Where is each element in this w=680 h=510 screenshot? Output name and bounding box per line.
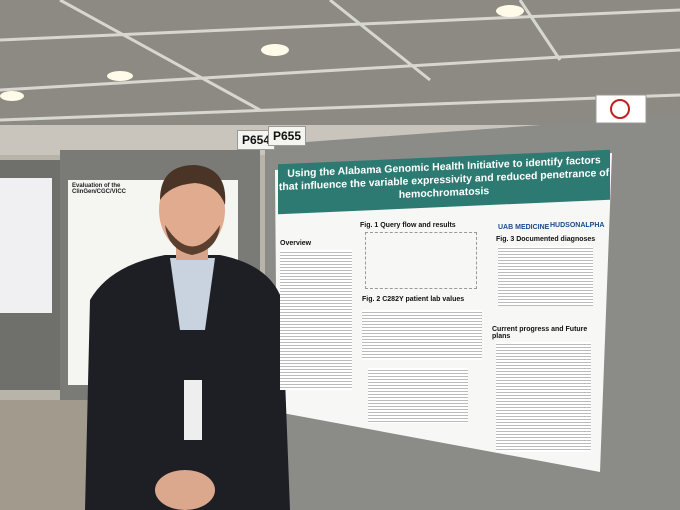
logo: HUDSONALPHA xyxy=(550,222,605,229)
far-left-poster xyxy=(0,178,52,313)
face xyxy=(159,168,225,252)
logo: UAB MEDICINE xyxy=(498,224,550,231)
plans-text xyxy=(496,342,591,452)
overview-text xyxy=(280,250,352,390)
section-heading: Current progress and Future plans xyxy=(492,326,588,340)
shirt xyxy=(170,258,215,330)
ceiling xyxy=(0,0,680,130)
no-photo-icon xyxy=(610,99,630,119)
flowchart xyxy=(365,232,477,289)
ceiling-trusses xyxy=(0,0,680,122)
section-heading: Fig. 1 Query flow and results xyxy=(360,222,456,229)
hands xyxy=(155,470,215,510)
badge xyxy=(184,380,202,440)
left-poster-title: Evaluation of the ClinGen/CGC/VICC xyxy=(72,183,127,195)
section-heading: Fig. 3 Documented diagnoses xyxy=(496,236,596,243)
chart xyxy=(498,246,593,306)
beard xyxy=(165,225,220,255)
sign-p655: P655 xyxy=(268,126,307,146)
hair xyxy=(160,165,226,205)
sign-p654: P654 xyxy=(237,130,276,150)
section-heading: Fig. 2 C282Y patient lab values xyxy=(362,296,465,303)
table xyxy=(368,368,468,423)
section-heading: Overview xyxy=(280,240,312,247)
lights xyxy=(0,5,524,101)
table xyxy=(362,310,482,360)
